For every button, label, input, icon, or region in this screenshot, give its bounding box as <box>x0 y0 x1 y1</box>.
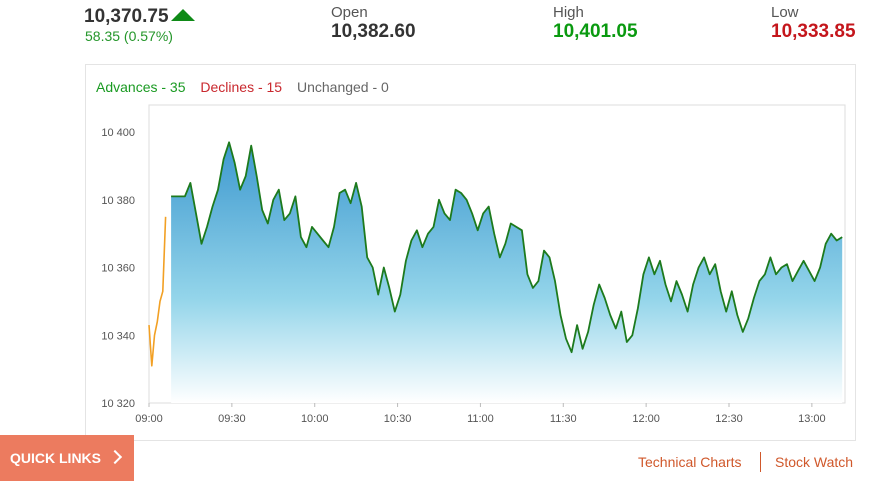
open-stat: Open 10,382.60 <box>331 4 416 43</box>
link-divider <box>760 452 761 472</box>
x-tick-label: 11:30 <box>550 413 577 425</box>
high-label: High <box>553 4 584 21</box>
x-tick-label: 13:00 <box>798 413 826 425</box>
x-tick-label: 12:30 <box>715 413 743 425</box>
advances-count: Advances - 35 <box>96 79 186 95</box>
chevron-right-icon <box>107 449 123 465</box>
up-arrow-icon <box>171 9 195 21</box>
open-value: 10,382.60 <box>331 21 416 42</box>
x-tick-label: 10:30 <box>384 413 412 425</box>
y-tick-label: 10 320 <box>101 398 135 410</box>
x-tick-label: 09:30 <box>218 413 246 425</box>
high-value: 10,401.05 <box>553 21 638 42</box>
y-tick-label: 10 340 <box>101 330 135 342</box>
technical-charts-link[interactable]: Technical Charts <box>638 454 742 470</box>
declines-count: Declines - 15 <box>200 79 283 95</box>
y-tick-label: 10 400 <box>101 127 135 139</box>
low-stat: Low 10,333.85 <box>771 4 856 43</box>
x-tick-label: 11:00 <box>467 413 494 425</box>
intraday-chart-panel: Advances - 35 Declines - 15 Unchanged - … <box>85 64 856 441</box>
x-tick-label: 09:00 <box>135 413 163 425</box>
session-area <box>171 142 843 404</box>
preopen-line <box>148 216 167 367</box>
intraday-chart[interactable]: 10 320 10 340 10 360 10 380 10 400 09:00 09:3… <box>86 65 855 440</box>
open-label: Open <box>331 4 368 21</box>
price-change: 58.35 (0.57%) <box>85 28 173 44</box>
y-tick-label: 10 360 <box>101 263 135 275</box>
low-value: 10,333.85 <box>771 21 856 42</box>
session-line <box>171 141 843 354</box>
stock-watch-link[interactable]: Stock Watch <box>775 454 854 470</box>
quote-header: 10,370.75 58.35 (0.57%) Open 10,382.60 H… <box>0 4 877 60</box>
market-breadth: Advances - 35 Declines - 15 Unchanged - … <box>96 79 400 95</box>
quick-links-label: QUICK LINKS <box>10 450 101 466</box>
high-stat: High 10,401.05 <box>553 4 638 43</box>
x-tick-label: 12:00 <box>632 413 660 425</box>
low-label: Low <box>771 4 799 21</box>
y-tick-label: 10 380 <box>101 195 135 207</box>
last-price: 10,370.75 <box>84 6 169 27</box>
quick-links-button[interactable]: QUICK LINKS <box>0 435 134 481</box>
unchanged-count: Unchanged - 0 <box>296 79 389 95</box>
x-tick-label: 10:00 <box>301 413 329 425</box>
